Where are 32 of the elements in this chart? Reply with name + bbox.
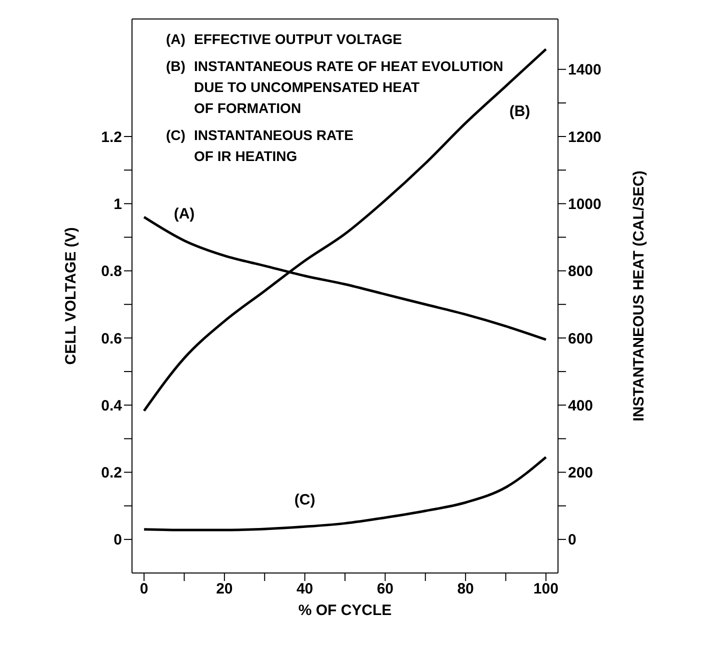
- series-label: (B): [509, 103, 530, 120]
- annotation: (C) INSTANTANEOUS RATE OF IR HEATING: [166, 127, 354, 164]
- y2-tick-label: 800: [568, 263, 594, 280]
- annotation: (B) INSTANTANEOUS RATE OF HEAT EVOLUTION DUE TO UNCOMPENSATED HEAT OF FORMATION: [166, 58, 504, 116]
- y-tick-label: 1.2: [101, 128, 122, 146]
- series-label: (C): [294, 492, 316, 509]
- annotation: (A) EFFECTIVE OUTPUT VOLTAGE: [166, 31, 402, 47]
- line-series: [142, 48, 548, 412]
- y2-tick-label: 1000: [568, 196, 602, 213]
- x-tick-label: 60: [376, 580, 394, 598]
- y-tick-label: 0: [114, 532, 122, 549]
- series-label: (A): [174, 206, 195, 223]
- y-tick-label: 0.8: [101, 263, 122, 280]
- y-tick-label: 0.6: [101, 330, 122, 348]
- y2-axis-title: INSTANTANEOUS HEAT (CAL/SEC): [630, 170, 648, 422]
- x-tick-label: 40: [296, 580, 314, 598]
- x-tick-label: 80: [457, 580, 474, 598]
- y-tick-label: 1: [114, 196, 122, 213]
- x-axis-title: % OF CYCLE: [298, 602, 392, 619]
- y-tick-label: 0.4: [101, 397, 123, 414]
- y2-tick-label: 400: [568, 397, 594, 414]
- x-tick-label: 20: [216, 580, 233, 598]
- y2-tick-label: 1200: [568, 128, 602, 146]
- y2-tick-label: 600: [568, 330, 594, 348]
- x-tick-label: 100: [533, 580, 558, 598]
- y2-tick-label: 1400: [568, 62, 602, 79]
- x-tick-label: 0: [140, 580, 148, 598]
- y2-tick-label: 200: [568, 464, 594, 482]
- y2-tick-label: 0: [568, 532, 576, 549]
- y-axis-title: CELL VOLTAGE (V): [62, 227, 80, 365]
- line-series: [142, 456, 548, 532]
- y-tick-label: 0.2: [101, 464, 122, 482]
